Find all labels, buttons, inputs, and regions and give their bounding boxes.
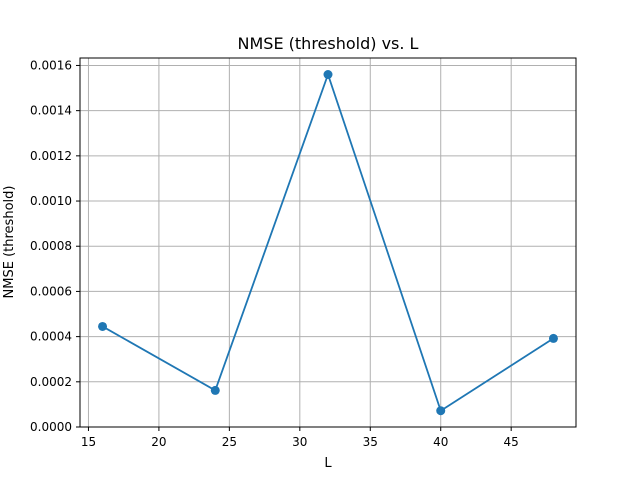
x-tick-label: 25	[222, 435, 237, 449]
y-tick-label: 0.0010	[30, 194, 72, 208]
chart-title: NMSE (threshold) vs. L	[238, 34, 419, 53]
x-axis-label: L	[324, 456, 332, 471]
data-point	[210, 385, 220, 395]
y-tick-label: 0.0008	[30, 239, 72, 253]
series-line	[102, 71, 554, 413]
x-tick-label: 40	[433, 435, 448, 449]
x-tick-label: 20	[151, 435, 166, 449]
x-axis-ticks: 15 20 25 30 35 40 45	[81, 427, 519, 449]
y-tick-label: 0.0006	[30, 284, 72, 298]
data-point	[323, 69, 333, 79]
y-axis-ticks: 0.0000 0.0002 0.0004 0.0006 0.0008 0.0010 0.00…	[30, 58, 80, 434]
y-tick-label: 0.0002	[30, 375, 72, 389]
plot-frame	[79, 57, 577, 428]
x-tick-label: 45	[504, 435, 519, 449]
series-layer	[98, 69, 558, 416]
data-point	[436, 406, 446, 416]
y-tick-label: 0.0012	[30, 149, 72, 163]
y-axis-label: NMSE (threshold)	[2, 186, 17, 299]
x-tick-label: 15	[81, 435, 96, 449]
y-tick-label: 0.0014	[30, 104, 72, 118]
y-tick-label: 0.0016	[30, 58, 72, 72]
y-tick-label: 0.0000	[30, 420, 72, 434]
x-tick-label: 35	[363, 435, 378, 449]
data-point	[98, 321, 108, 331]
grid-lines	[80, 58, 576, 428]
data-point	[548, 333, 558, 343]
x-tick-label: 30	[292, 435, 307, 449]
y-tick-label: 0.0004	[30, 330, 72, 344]
